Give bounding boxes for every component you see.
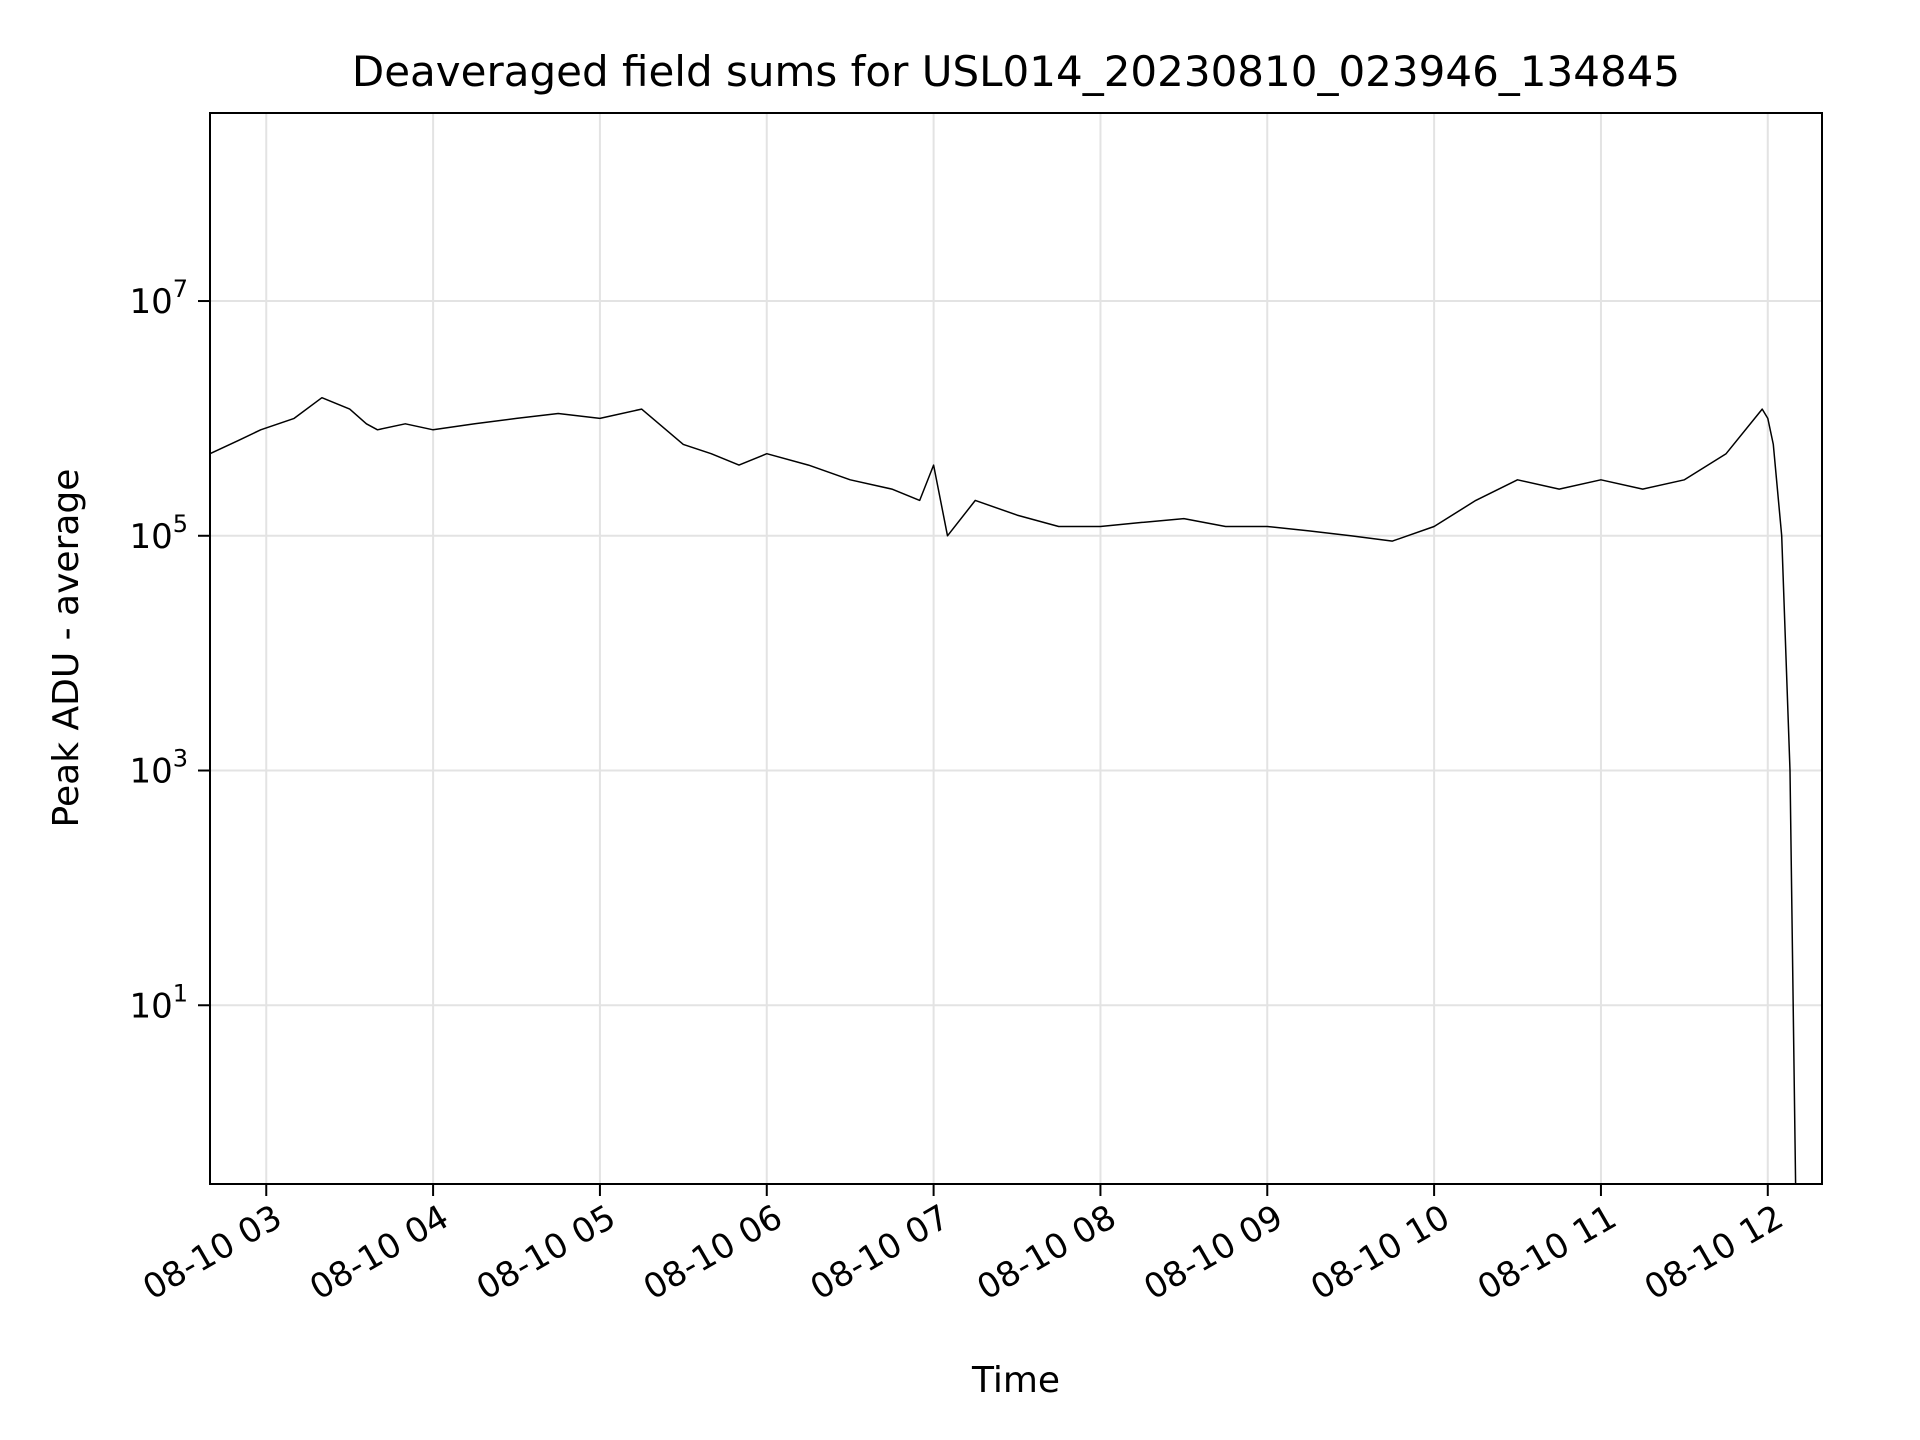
chart-title: Deaveraged field sums for USL014_2023081…	[352, 47, 1680, 96]
y-tick-label: 105	[129, 510, 188, 557]
y-axis: 101 103 105 107	[129, 275, 210, 1026]
grid	[210, 113, 1822, 1184]
y-axis-label: Peak ADU - average	[46, 469, 87, 828]
series-line-group	[209, 396, 1797, 1185]
y-tick-label: 107	[129, 275, 188, 322]
x-axis-label: Time	[971, 1360, 1060, 1401]
y-tick-label: 103	[129, 745, 188, 792]
y-tick-label: 101	[129, 979, 188, 1026]
series-line	[209, 396, 1797, 1185]
plot-frame	[209, 112, 1823, 1185]
